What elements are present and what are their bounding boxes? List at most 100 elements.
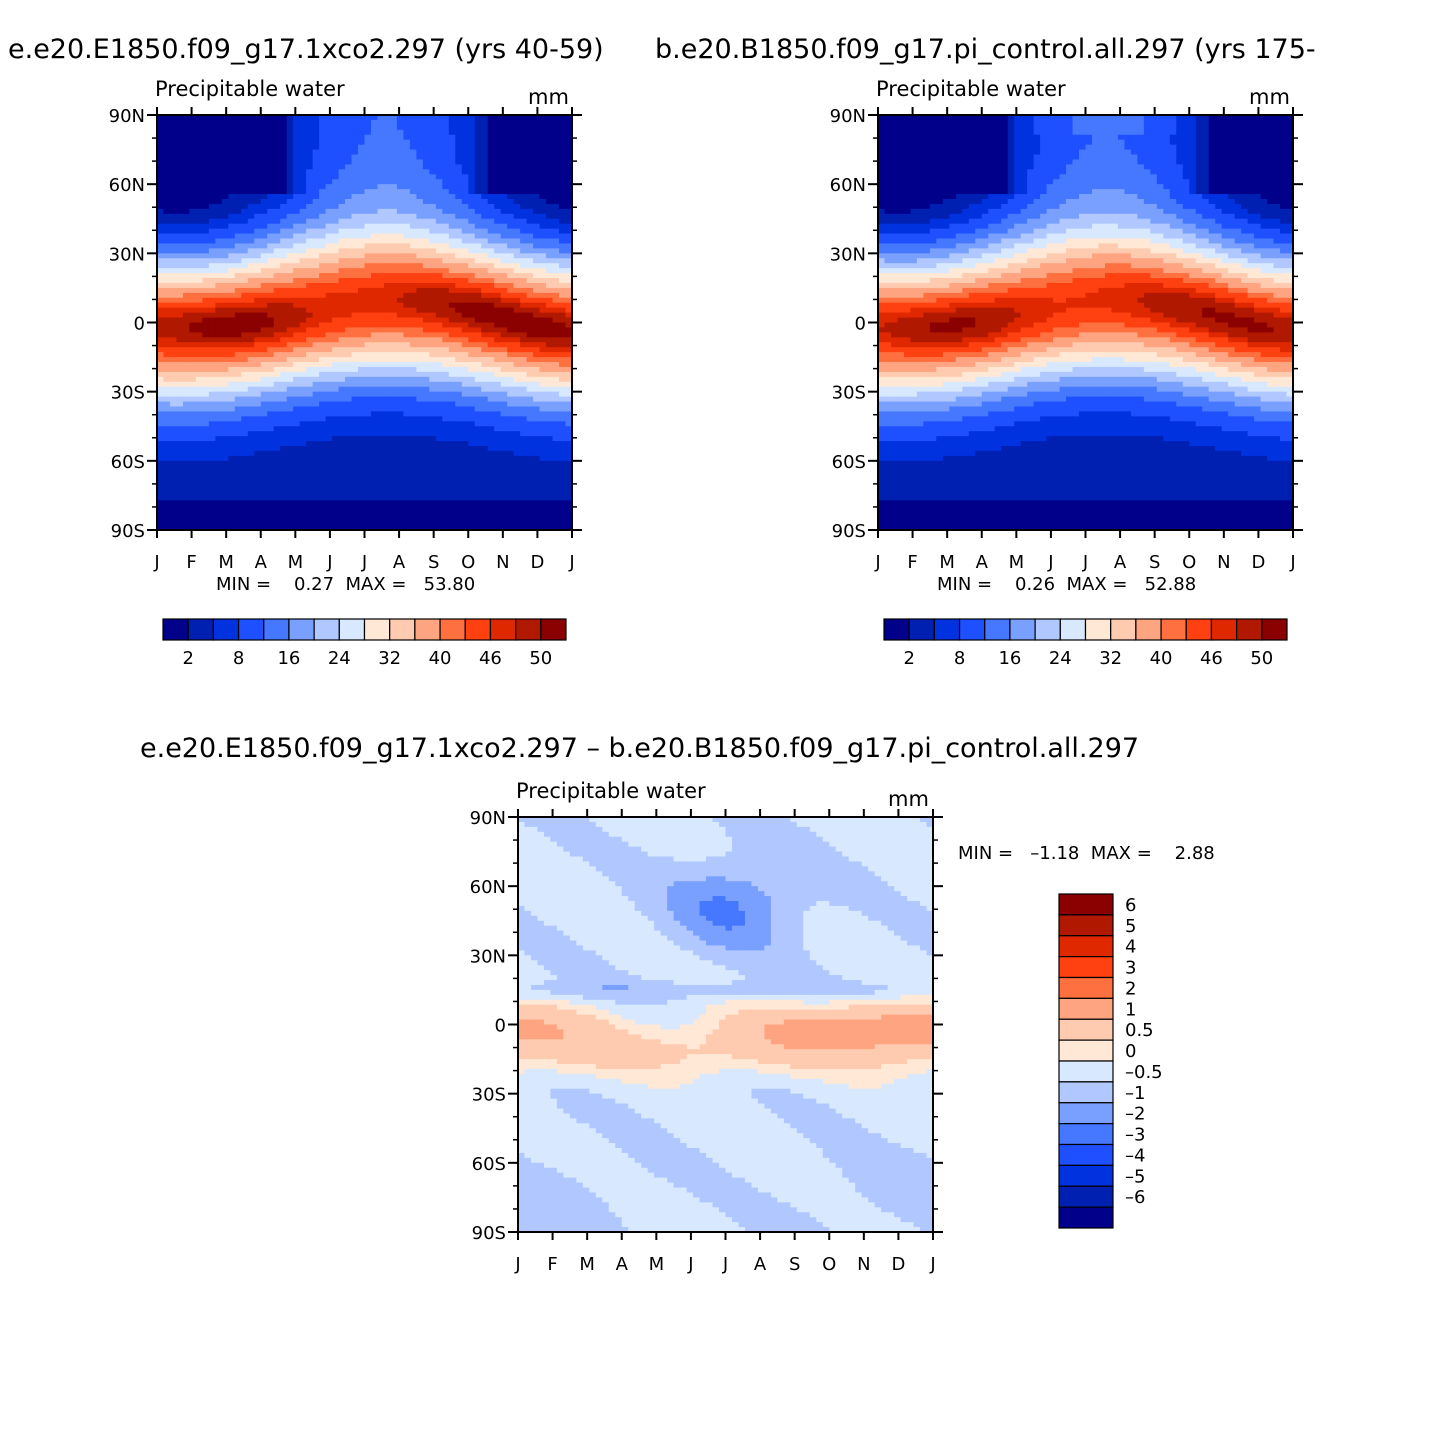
contour-cell — [370, 258, 379, 264]
contour-cell — [182, 273, 191, 279]
contour-cell — [254, 302, 262, 309]
contour-cell — [370, 485, 379, 492]
contour-cell — [552, 416, 560, 422]
contour-cell — [487, 312, 495, 319]
contour-cell — [351, 297, 359, 304]
contour-cell — [221, 238, 229, 245]
contour-cell — [435, 421, 443, 427]
contour-cell — [390, 411, 398, 417]
contour-cell — [520, 287, 528, 294]
contour-cell — [228, 446, 236, 452]
contour-cell — [208, 119, 216, 126]
contour-cell — [312, 312, 320, 319]
contour-cell — [293, 401, 301, 408]
contour-cell — [487, 198, 495, 205]
contour-cell — [513, 495, 521, 501]
contour-cell — [422, 376, 430, 383]
contour-cell — [396, 194, 404, 200]
contour-cell — [228, 431, 236, 437]
contour-cell — [559, 371, 567, 378]
contour-cell — [435, 327, 443, 333]
contour-cell — [267, 263, 275, 269]
contour-cell — [396, 174, 404, 180]
contour-cell — [182, 223, 191, 230]
contour-cell — [513, 189, 521, 195]
contour-cell — [526, 381, 534, 388]
contour-cell — [474, 119, 482, 126]
contour-cell — [228, 169, 236, 175]
contour-cell — [565, 139, 572, 146]
contour-cell — [306, 431, 314, 437]
contour-cell — [351, 347, 359, 353]
contour-cell — [189, 124, 197, 131]
contour-cell — [273, 213, 281, 220]
contour-cell — [195, 376, 203, 383]
contour-cell — [396, 292, 404, 299]
contour-cell — [332, 436, 340, 442]
contour-cell — [416, 124, 424, 131]
contour-cell — [286, 263, 294, 269]
contour-cell — [358, 490, 366, 497]
contour-cell — [364, 278, 372, 284]
contour-cell — [474, 416, 482, 422]
contour-cell — [312, 203, 320, 210]
contour-cell — [332, 119, 340, 126]
contour-cell — [157, 396, 165, 403]
contour-cell — [403, 208, 411, 215]
contour-cell — [189, 282, 197, 289]
contour-cell — [241, 386, 249, 393]
contour-cell — [494, 218, 502, 225]
contour-cell — [157, 282, 165, 289]
contour-cell — [338, 485, 346, 492]
contour-cell — [351, 381, 359, 388]
contour-cell — [169, 322, 178, 329]
contour-cell — [552, 248, 560, 254]
contour-cell — [163, 307, 171, 314]
contour-cell — [468, 282, 476, 289]
contour-cell — [254, 115, 262, 121]
contour-cell — [539, 213, 547, 220]
contour-cell — [442, 184, 450, 190]
contour-cell — [325, 371, 333, 378]
contour-cell — [507, 198, 515, 205]
contour-cell — [461, 381, 469, 388]
contour-cell — [474, 139, 482, 146]
contour-cell — [338, 124, 346, 131]
contour-cell — [409, 139, 417, 146]
contour-cell — [319, 411, 327, 417]
contour-cell — [513, 396, 521, 403]
contour-cell — [163, 119, 171, 126]
contour-cell — [396, 465, 404, 472]
contour-cell — [383, 362, 392, 368]
contour-cell — [422, 115, 430, 121]
contour-cell — [312, 159, 320, 165]
contour-cell — [364, 198, 372, 205]
contour-cell — [338, 327, 346, 333]
contour-cell — [533, 124, 541, 131]
contour-cell — [435, 441, 443, 447]
contour-cell — [513, 446, 521, 452]
contour-cell — [332, 149, 340, 156]
contour-cell — [247, 421, 255, 427]
contour-cell — [429, 371, 437, 378]
contour-cell — [481, 278, 489, 284]
contour-cell — [195, 366, 203, 373]
contour-cell — [202, 184, 210, 190]
contour-cell — [422, 189, 430, 195]
contour-cell — [215, 406, 223, 413]
contour-cell — [422, 213, 430, 220]
contour-cell — [182, 189, 191, 195]
contour-cell — [422, 441, 430, 447]
contour-cell — [520, 431, 528, 437]
contour-cell — [500, 406, 508, 413]
contour-cell — [169, 238, 178, 245]
contour-cell — [254, 381, 262, 388]
contour-cell — [267, 490, 275, 497]
contour-cell — [487, 263, 495, 269]
contour-cell — [565, 327, 572, 333]
contour-cell — [351, 253, 359, 259]
contour-cell — [176, 307, 184, 314]
contour-cell — [176, 312, 184, 319]
contour-cell — [267, 362, 275, 368]
contour-cell — [468, 174, 476, 180]
